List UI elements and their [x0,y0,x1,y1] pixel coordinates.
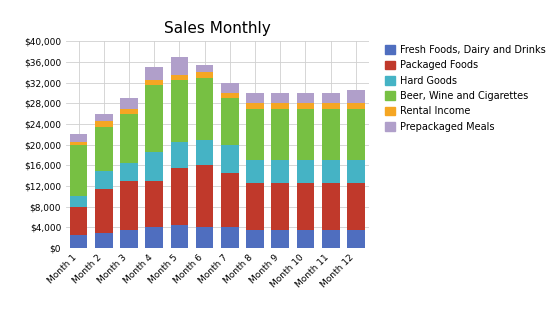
Bar [145,80,163,85]
Bar [246,93,264,103]
Bar [272,183,289,230]
Bar [322,160,339,183]
Bar [145,152,163,181]
Legend: Fresh Foods, Dairy and Drinks, Packaged Foods, Hard Goods, Beer, Wine and Cigare: Fresh Foods, Dairy and Drinks, Packaged … [382,42,548,135]
Bar [296,108,314,160]
Bar [296,230,314,248]
Bar [272,103,289,108]
Bar [246,160,264,183]
Bar [95,189,113,232]
Bar [145,85,163,152]
Bar [246,108,264,160]
Bar [95,232,113,248]
Bar [296,160,314,183]
Bar [196,227,213,248]
Bar [322,93,339,103]
Bar [70,235,87,248]
Bar [196,165,213,227]
Bar [347,90,365,103]
Bar [95,114,113,121]
Bar [322,183,339,230]
Bar [246,183,264,230]
Bar [221,93,239,98]
Bar [322,108,339,160]
Bar [95,121,113,127]
Bar [347,230,365,248]
Bar [120,230,138,248]
Bar [170,142,188,168]
Bar [347,103,365,108]
Bar [196,140,213,165]
Bar [322,230,339,248]
Bar [272,230,289,248]
Bar [170,57,188,75]
Bar [95,127,113,170]
Bar [120,114,138,163]
Bar [221,227,239,248]
Bar [70,196,87,207]
Bar [296,183,314,230]
Bar [70,207,87,235]
Bar [221,145,239,173]
Bar [70,134,87,142]
Bar [322,103,339,108]
Bar [70,142,87,145]
Bar [221,98,239,145]
Bar [272,93,289,103]
Bar [272,160,289,183]
Bar [221,173,239,227]
Bar [296,103,314,108]
Bar [170,225,188,248]
Bar [120,181,138,230]
Bar [196,72,213,78]
Bar [120,98,138,108]
Bar [95,170,113,189]
Bar [296,93,314,103]
Bar [70,145,87,196]
Bar [221,83,239,93]
Bar [145,227,163,248]
Bar [145,181,163,227]
Bar [246,230,264,248]
Bar [272,108,289,160]
Bar [347,108,365,160]
Bar [196,65,213,72]
Bar [347,160,365,183]
Bar [196,78,213,140]
Bar [170,80,188,142]
Bar [170,168,188,225]
Bar [170,75,188,80]
Bar [120,108,138,114]
Bar [120,163,138,181]
Bar [246,103,264,108]
Bar [347,183,365,230]
Title: Sales Monthly: Sales Monthly [164,21,271,36]
Bar [145,67,163,80]
